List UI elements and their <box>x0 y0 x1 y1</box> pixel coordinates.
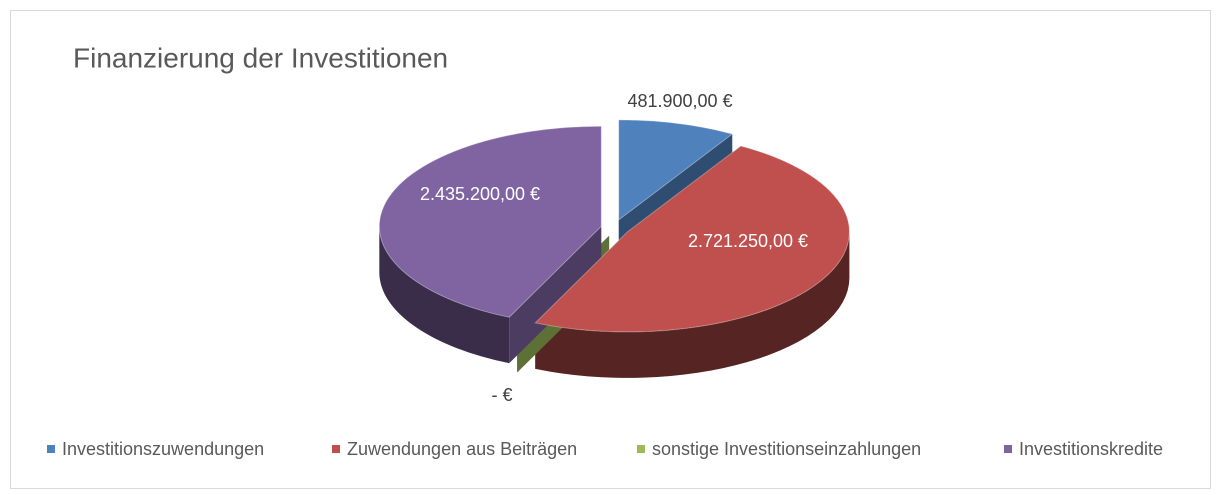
legend-swatch <box>332 445 340 453</box>
legend-swatch <box>1004 445 1012 453</box>
chart-title: Finanzierung der Investitionen <box>73 42 448 73</box>
slice-side <box>379 226 510 364</box>
data-label: 2.721.250,00 € <box>688 231 808 251</box>
slice-side <box>535 231 850 378</box>
legend-swatch <box>637 445 645 453</box>
slice-wall <box>509 226 602 364</box>
slice <box>618 119 734 221</box>
data-label: - € <box>491 385 512 405</box>
legend-label: sonstige Investitionseinzahlungen <box>652 439 921 459</box>
legend-label: Zuwendungen aus Beiträgen <box>347 439 577 459</box>
data-label: 481.900,00 € <box>627 91 732 111</box>
slice <box>534 145 850 333</box>
legend-label: Investitionskredite <box>1019 439 1163 459</box>
legend-swatch <box>47 445 55 453</box>
data-label: 2.435.200,00 € <box>420 184 540 204</box>
pie-tops <box>378 119 850 333</box>
slice <box>378 125 602 318</box>
legend-label: Investitionszuwendungen <box>62 439 264 459</box>
